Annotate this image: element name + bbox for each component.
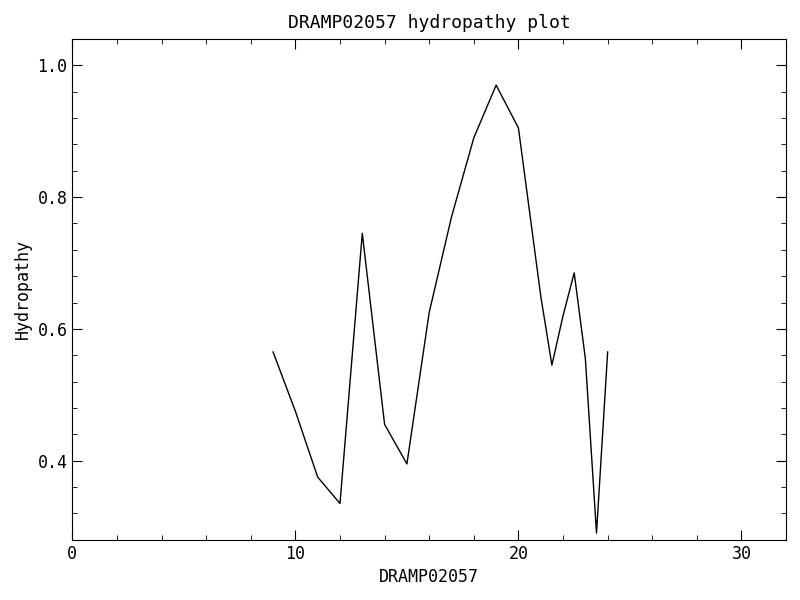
Title: DRAMP02057 hydropathy plot: DRAMP02057 hydropathy plot <box>288 14 570 32</box>
Y-axis label: Hydropathy: Hydropathy <box>14 239 32 340</box>
X-axis label: DRAMP02057: DRAMP02057 <box>379 568 479 586</box>
